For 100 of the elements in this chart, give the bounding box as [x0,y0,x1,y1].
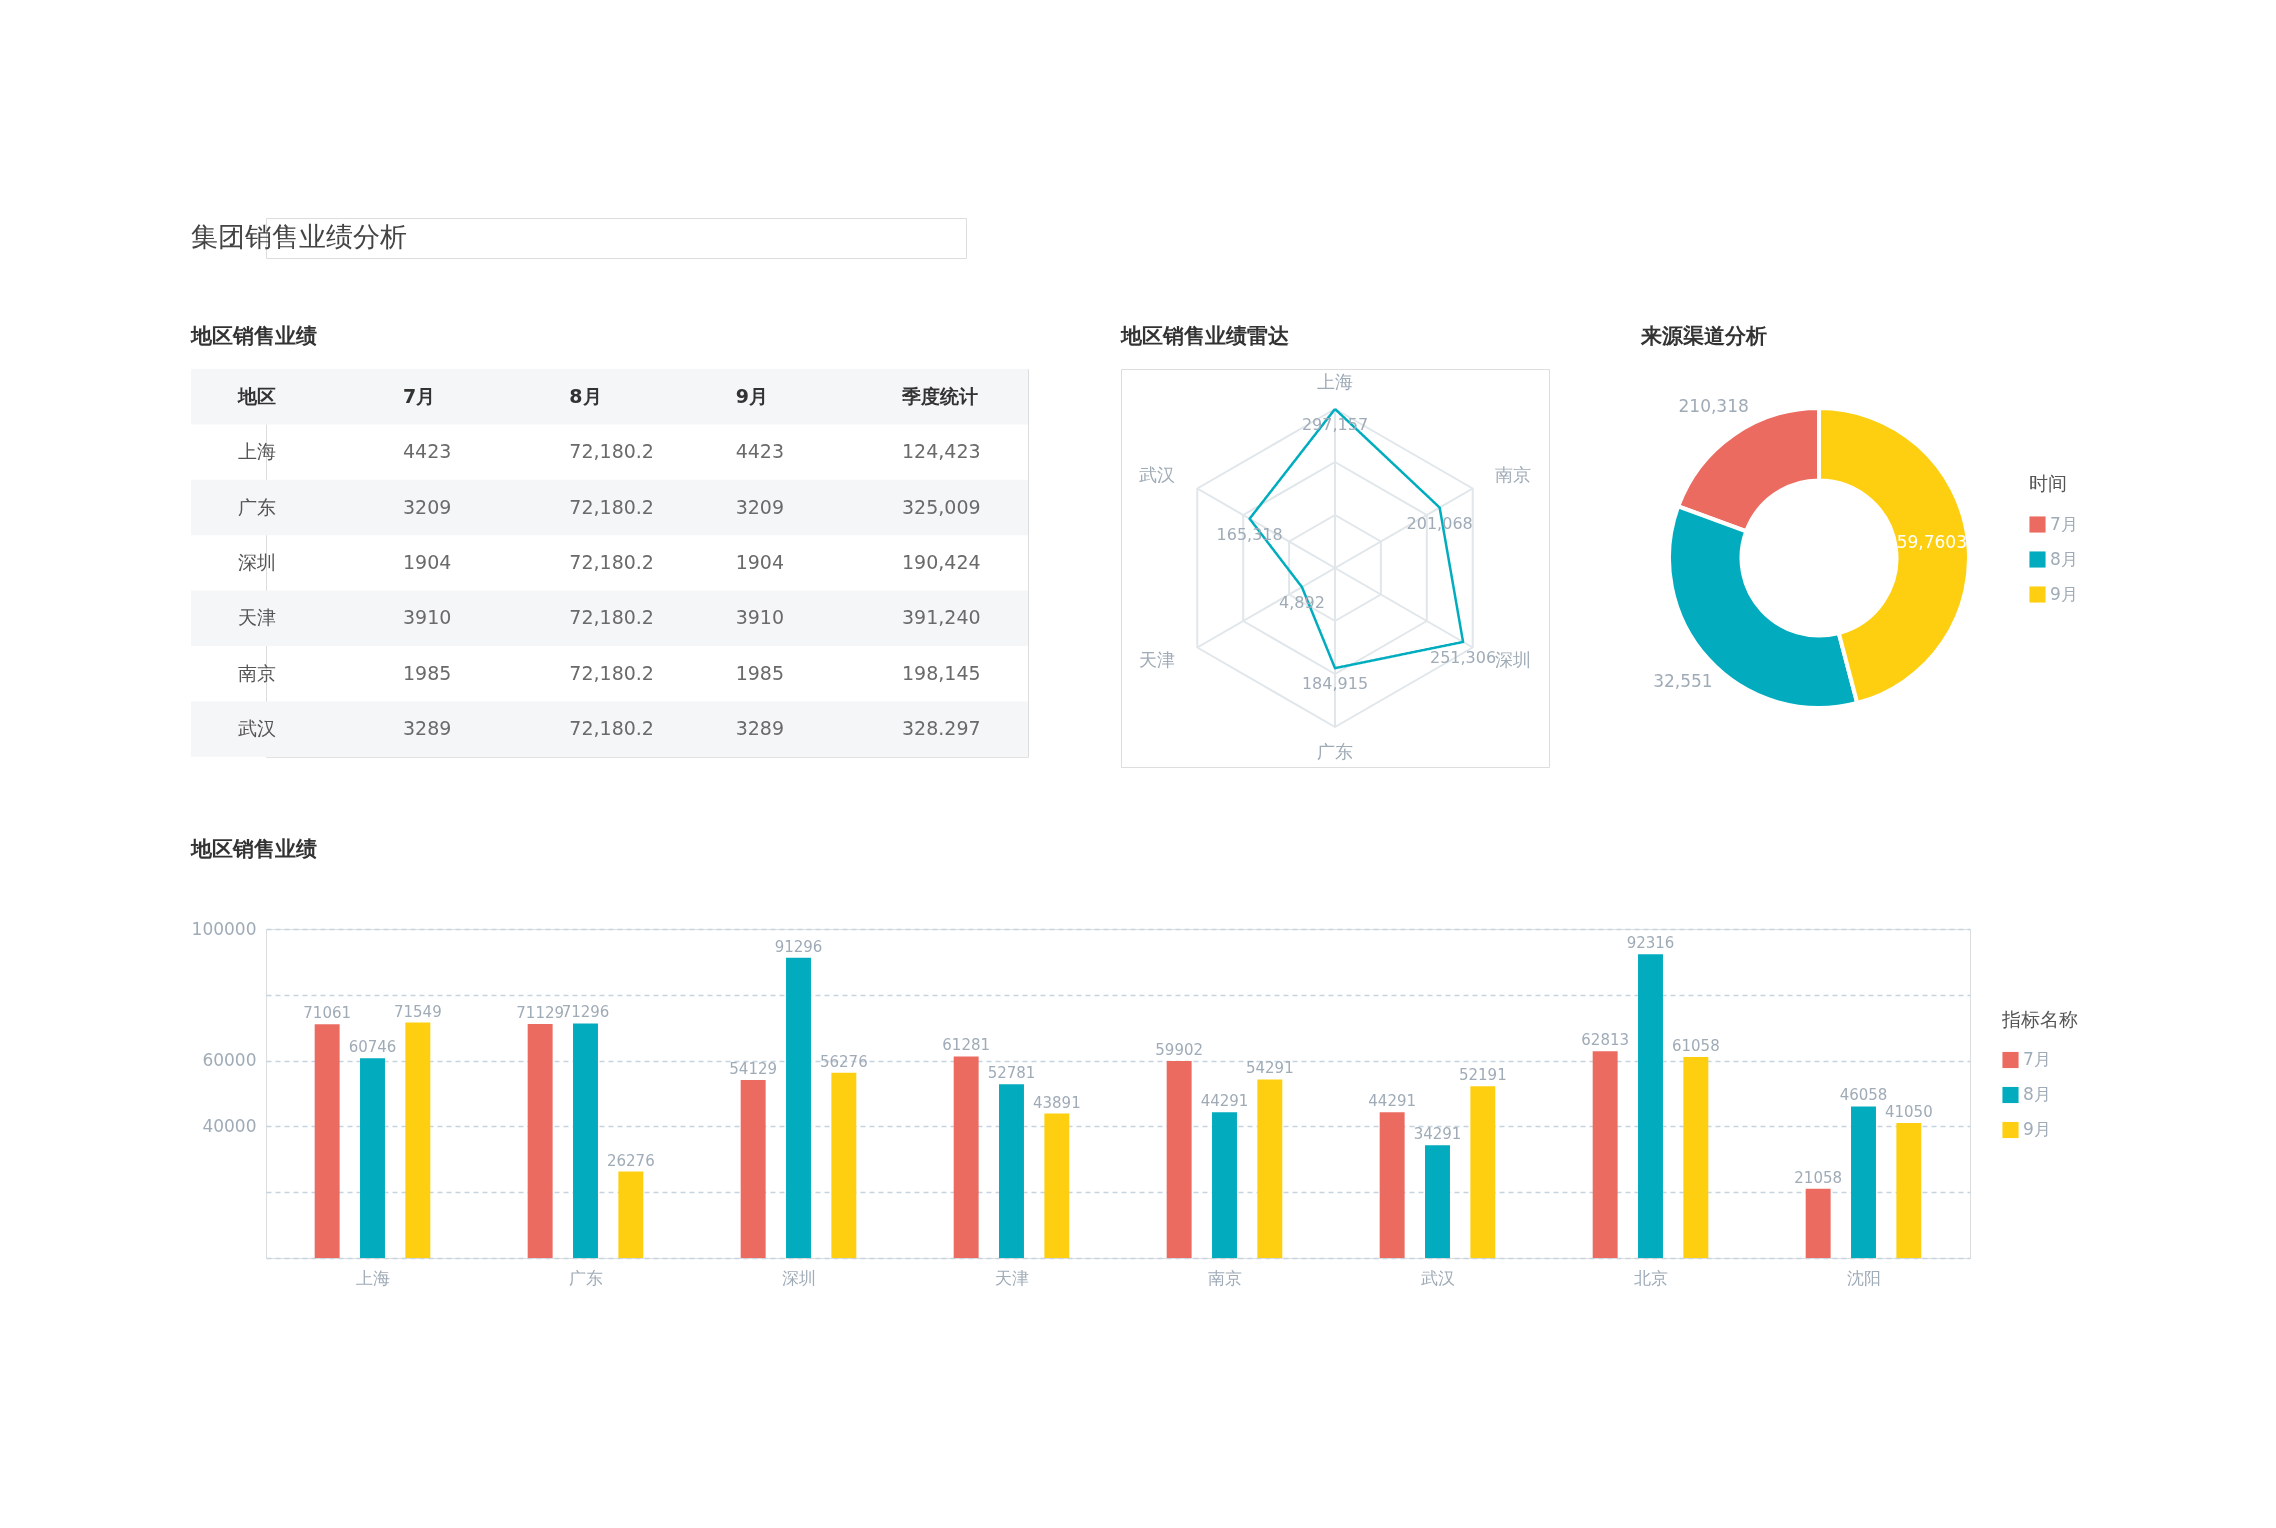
text: 地区销售业绩 [190,324,317,348]
spoke-label: 上海 [1317,371,1353,392]
data-label: 71549 [393,1002,442,1021]
bar [1212,1112,1237,1258]
legend-title: 指标名称 [2001,1007,2078,1030]
x-tick-label: 武汉 [1420,1267,1455,1288]
category-label: 9月 [735,384,768,407]
bar [573,1023,598,1258]
data-label: 44291 [1368,1092,1417,1111]
text: 59,7603 [1896,532,1967,553]
legend-label: 8月 [2023,1084,2051,1104]
x-tick-label: 上海 [355,1267,390,1288]
bar [314,1024,340,1258]
bar [953,1056,979,1258]
text: 1904 [403,550,452,573]
data-label: 26276 [606,1151,655,1170]
text: 1985 [735,661,785,684]
data-label: 56276 [819,1052,868,1071]
spoke-label: 广东 [1317,741,1353,762]
bar [1257,1079,1283,1258]
text: 391,240 [902,606,981,629]
data-label: 43891 [1032,1093,1081,1112]
bar [1851,1106,1876,1258]
chart-title: 地区销售业绩雷达 [1120,324,1289,348]
bar [999,1084,1024,1258]
spoke-label: 武汉 [1138,463,1175,485]
x-tick-label: 广东 [568,1267,603,1288]
bar [527,1023,553,1258]
chart-title: 来源渠道分析 [1640,324,1767,348]
text: 72,180.2 [569,661,654,684]
data-label: 91296 [774,937,823,956]
legend-title: 时间 [2029,472,2067,494]
data-label: 46058 [1839,1086,1888,1105]
bar [405,1022,431,1258]
text: 32,551 [1653,670,1713,691]
bar [1379,1112,1405,1258]
spoke-label: 南京 [1495,463,1532,485]
bar [1044,1113,1070,1258]
bar [360,1058,385,1258]
bar [1683,1057,1709,1258]
bar [740,1079,766,1258]
category-label: 季度统计 [901,384,978,407]
x-tick-label: 北京 [1633,1267,1668,1288]
data-label: 92316 [1626,934,1675,953]
spoke-label: 深圳 [1495,648,1532,670]
x-tick-label: 沈阳 [1846,1267,1881,1288]
text: 72,180.2 [569,440,654,463]
y-tick-label: 40000 [202,1115,257,1136]
text: 4423 [735,440,785,463]
text: 251,306 [1429,647,1497,667]
x-tick-label: 南京 [1207,1267,1242,1288]
bar [1166,1060,1192,1258]
data-label: 52191 [1458,1066,1507,1085]
legend-label: 9月 [2050,583,2078,604]
text: 3289 [403,717,452,740]
category-label: 天津 [238,606,276,629]
text: 3209 [403,495,452,518]
legend-label: 7月 [2050,513,2078,534]
legend-label: 8月 [2050,548,2078,569]
data-label: 61281 [942,1036,991,1055]
data-label: 62813 [1581,1031,1630,1050]
category-label: 南京 [238,661,276,684]
legend-label: 9月 [2023,1119,2051,1139]
bar [1896,1122,1922,1258]
text: 190,424 [902,550,981,573]
category-label: 上海 [238,440,276,463]
text: 集团销售业绩分析 [191,221,407,252]
category-label: 广东 [238,495,276,518]
data-label: 21058 [1794,1168,1843,1187]
bar [1425,1145,1450,1258]
text: 3289 [735,717,785,740]
data-label: 60746 [348,1038,397,1057]
y-tick-label: 60000 [202,1050,257,1071]
data-label: 41050 [1884,1102,1933,1121]
data-label: 34291 [1413,1125,1462,1144]
text: 72,180.2 [569,717,654,740]
bar [618,1171,644,1258]
bar [786,957,811,1258]
data-label: 54291 [1245,1059,1294,1078]
text: 328.297 [902,717,981,740]
spoke-label: 天津 [1138,648,1175,670]
text: 4423 [403,440,452,463]
text: 3910 [735,606,785,629]
y-tick-label: 100000 [191,918,257,939]
legend-label: 7月 [2023,1049,2051,1069]
data-label: 44291 [1200,1092,1249,1111]
category-label: 武汉 [238,717,276,740]
text: 325,009 [902,495,981,518]
x-tick-label: 深圳 [781,1267,816,1288]
category-label: 7月 [403,384,436,407]
data-label: 61058 [1671,1037,1720,1056]
data-label: 52781 [987,1064,1036,1083]
bar [831,1072,857,1258]
bar [1592,1051,1618,1258]
data-label: 71129 [516,1003,565,1022]
text: 124,423 [902,440,981,463]
text: 198,145 [902,661,981,684]
bar [1470,1086,1496,1258]
x-tick-label: 天津 [994,1267,1029,1288]
data-label: 54129 [729,1059,778,1078]
